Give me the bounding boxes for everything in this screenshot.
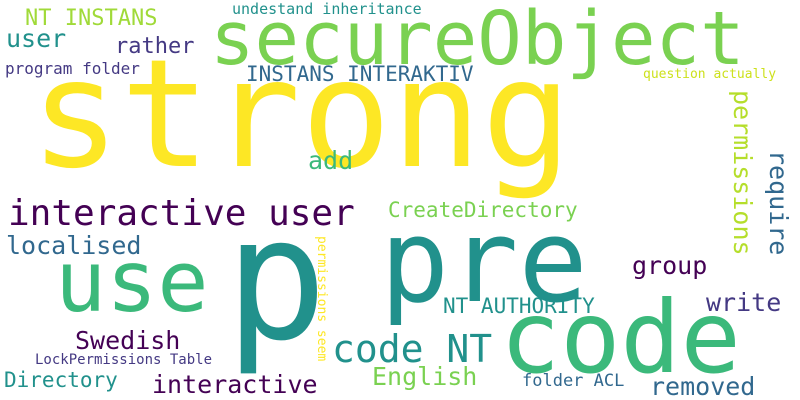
word-localised: localised (6, 231, 142, 260)
word-interactive: interactive (152, 370, 318, 399)
word-pre: pre (380, 195, 588, 329)
word-directory: Directory (4, 368, 118, 392)
word-instans-interaktiv: INSTANS INTERAKTIV (246, 62, 474, 86)
word-interactive-user: interactive user (8, 193, 355, 234)
word-secureObject: secureObject (210, 0, 745, 82)
word-lockpermissions-table: LockPermissions Table (35, 352, 213, 368)
word-question-actually: question actually (643, 67, 777, 82)
word-folder-acl: folder ACL (522, 371, 625, 391)
word-program-folder: program folder (5, 59, 140, 78)
word-add: add (308, 146, 354, 175)
word-user: user (6, 24, 67, 53)
word-nt-instans: NT INSTANS (25, 6, 158, 31)
word-code-nt: code NT (332, 327, 493, 371)
word-code: code (500, 279, 741, 396)
word-require: require (764, 150, 793, 256)
word-removed: removed (650, 372, 756, 400)
word-nt-authority: NT AUTHORITY (443, 294, 595, 318)
word-p: p (225, 181, 328, 379)
word-createdirectory: CreateDirectory (388, 198, 578, 222)
word-permissions: permissions (728, 90, 757, 256)
word-use: use (55, 233, 209, 332)
word-rather: rather (115, 34, 195, 59)
word-permissions-seem: permissions seem (314, 236, 329, 362)
word-undestand-inheritance: undestand inheritance (232, 0, 422, 18)
word-swedish: Swedish (75, 326, 181, 355)
word-english: English (372, 362, 478, 391)
word-group: group (632, 251, 708, 280)
word-write: write (706, 288, 782, 317)
word-strong: strong (30, 28, 572, 202)
